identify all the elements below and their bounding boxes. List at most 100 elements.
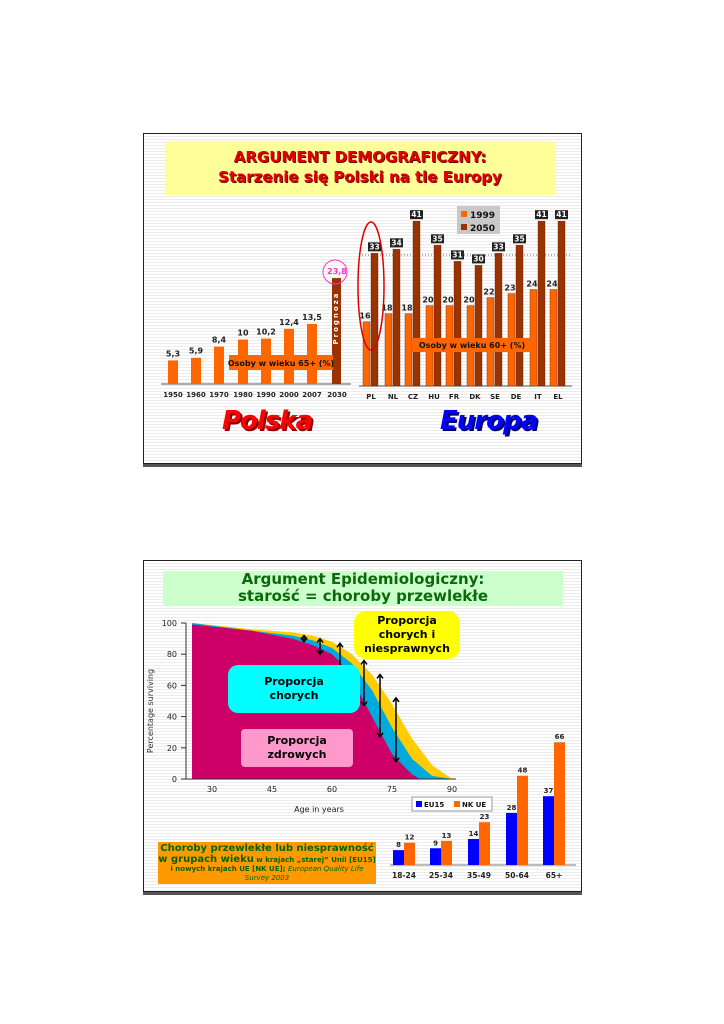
tick-label: 25-34 <box>429 871 453 880</box>
data-label: 37 <box>544 787 554 795</box>
highlight-circle <box>322 259 348 285</box>
chart-caption: Choroby przewlekłe lub niesprawność w gr… <box>158 842 376 884</box>
tick-label: 50-64 <box>505 871 529 880</box>
label-bg <box>451 250 464 260</box>
chart-title-box <box>412 338 532 352</box>
bar-EL-2050 <box>557 220 566 387</box>
data-label: 23 <box>504 284 515 293</box>
y-tick-label: 0 <box>172 775 177 784</box>
y-axis-label: Percentage surviving <box>146 669 155 753</box>
bar-SE-2050 <box>494 253 503 387</box>
tick-label: PL <box>366 393 376 401</box>
tick-label: 2007 <box>302 391 322 399</box>
legend-label: NK UE <box>462 801 486 809</box>
tick-label: 2030 <box>327 391 347 399</box>
bar-1950 <box>168 360 178 384</box>
bar-NL-1999 <box>384 313 393 387</box>
data-label: 31 <box>452 250 462 259</box>
bar-DK-2050 <box>474 265 483 387</box>
arrowhead-icon <box>300 634 308 643</box>
tick-label: 2000 <box>279 391 299 399</box>
data-label: 41 <box>556 210 566 219</box>
bar-65+-NK UE <box>554 742 565 865</box>
bar-IT-1999 <box>529 289 538 387</box>
legend-swatch <box>416 801 422 807</box>
data-label: 23,8 <box>327 267 347 276</box>
callout-sick: Proporcja chorych <box>228 665 360 713</box>
data-label: 12,4 <box>279 318 299 327</box>
data-label: 30 <box>473 254 483 263</box>
data-label: 28 <box>507 804 517 812</box>
y-tick-label: 80 <box>167 650 177 659</box>
slide-demographic: ARGUMENT DEMOGRAFICZNY: Starzenie się Po… <box>143 133 582 464</box>
tick-label: CZ <box>408 393 418 401</box>
data-label: 10 <box>237 329 249 338</box>
bar-35-49-NK UE <box>479 822 490 865</box>
bar-50-64-NK UE <box>517 775 528 865</box>
data-label: 24 <box>526 280 538 289</box>
data-label: 22 <box>483 288 494 297</box>
data-label: 35 <box>514 234 524 243</box>
tick-label: DE <box>511 393 522 401</box>
tick-label: HU <box>428 393 440 401</box>
bar-2030 <box>332 278 341 384</box>
data-label: 8 <box>396 841 401 849</box>
arrowhead-icon <box>360 659 368 707</box>
data-label: 18 <box>401 304 413 313</box>
legend-label: 1999 <box>470 211 495 221</box>
caption-main: Choroby przewlekłe lub niesprawność w gr… <box>158 843 374 865</box>
y-tick-label: 100 <box>162 619 177 628</box>
tick-label: IT <box>534 393 542 401</box>
slide-title: Argument Epidemiologiczny: starość = cho… <box>163 571 563 606</box>
data-label: 8,4 <box>212 336 227 345</box>
data-label: 13 <box>442 832 452 840</box>
logo-europa: Europa <box>440 406 538 436</box>
data-label: 10,2 <box>256 328 276 337</box>
tick-label: 1980 <box>233 391 253 399</box>
data-label: 24 <box>546 280 558 289</box>
callout-healthy: Proporcja zdrowych <box>241 729 353 767</box>
data-label: 23 <box>480 813 490 821</box>
legend-swatch <box>454 801 460 807</box>
bar-50-64-EU15 <box>506 812 517 865</box>
data-label: 66 <box>555 733 565 741</box>
label-bg <box>368 242 381 252</box>
bar-35-49-EU15 <box>468 838 479 865</box>
highlight-ellipse <box>357 221 385 351</box>
slide-epidemiologic: Argument Epidemiologiczny: starość = cho… <box>143 560 582 892</box>
label-bg <box>472 254 485 264</box>
bar-IT-2050 <box>537 220 546 387</box>
data-label: 35 <box>432 234 442 243</box>
data-label: 20 <box>422 296 434 305</box>
tick-label: SE <box>490 393 500 401</box>
bar-NL-2050 <box>392 249 401 387</box>
bar-25-34-NK UE <box>441 840 452 865</box>
tick-label: EL <box>553 393 563 401</box>
tick-label: 1960 <box>186 391 206 399</box>
legend-label: EU15 <box>424 801 444 809</box>
tick-label: NL <box>388 393 399 401</box>
label-bg <box>555 210 568 220</box>
bar-65+-EU15 <box>543 796 554 865</box>
tick-label: 1970 <box>209 391 229 399</box>
tick-label: 1990 <box>256 391 276 399</box>
data-label: 9 <box>433 839 438 847</box>
bar-18-24-NK UE <box>404 842 415 865</box>
data-label: 20 <box>463 296 475 305</box>
tick-label: FR <box>449 393 460 401</box>
logo-polska: Polska <box>222 406 313 436</box>
legend-swatch <box>461 224 467 230</box>
bar-1970 <box>214 346 224 384</box>
chart-title: Osoby w wieku 60+ (%) <box>419 341 525 350</box>
data-label: 41 <box>536 210 546 219</box>
data-label: 20 <box>442 296 454 305</box>
bar-PL-1999 <box>362 321 371 387</box>
bar-1960 <box>191 357 201 384</box>
title-line-2: Starzenie się Polski na tle Europy <box>218 168 502 186</box>
tick-label: 1950 <box>163 391 183 399</box>
x-tick-label: 45 <box>267 785 277 794</box>
title-line-1: ARGUMENT DEMOGRAFICZNY: <box>233 148 487 166</box>
data-label: 33 <box>369 242 379 251</box>
data-label: 13,5 <box>302 313 322 322</box>
